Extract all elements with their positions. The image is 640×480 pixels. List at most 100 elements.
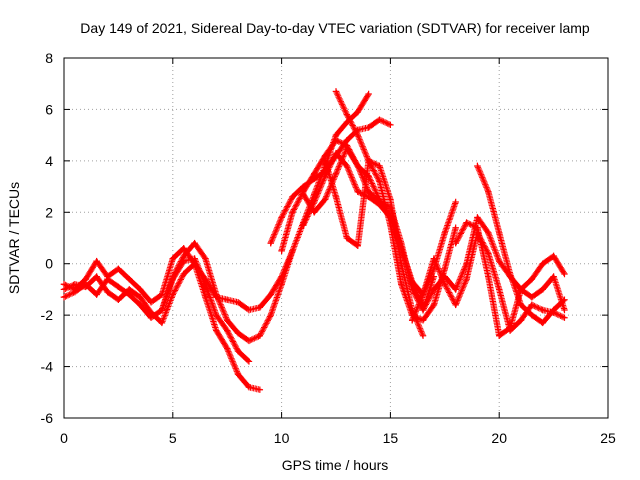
data-point: [104, 288, 111, 296]
data-point: [474, 162, 481, 170]
data-point: [463, 275, 470, 283]
data-point: [71, 288, 79, 296]
data-point: [191, 239, 198, 247]
data-point: [278, 214, 285, 221]
data-point: [485, 188, 492, 195]
data-point: [126, 286, 133, 293]
data-point: [115, 283, 122, 291]
data-point: [224, 296, 231, 303]
data-point: [485, 229, 492, 237]
y-tick-label: -6: [41, 410, 54, 426]
data-point: [561, 314, 568, 321]
data-point: [71, 281, 79, 288]
data-point: [343, 144, 351, 152]
data-point: [234, 329, 242, 337]
data-point: [169, 273, 176, 280]
data-point: [245, 358, 253, 365]
data-point: [354, 242, 361, 249]
data-point: [169, 291, 176, 298]
data-point: [245, 383, 253, 391]
data-point: [234, 347, 242, 355]
data-point: [289, 193, 296, 201]
data-point: [289, 209, 296, 216]
data-point: [408, 278, 416, 285]
data-point: [224, 345, 231, 352]
data-point: [398, 245, 405, 252]
data-point: [180, 252, 187, 260]
data-point: [82, 283, 89, 291]
series-sat-n: [452, 219, 568, 339]
data-point: [93, 273, 100, 280]
data-point: [213, 311, 220, 319]
data-point: [452, 301, 459, 309]
data-point: [289, 247, 296, 255]
data-point: [60, 293, 68, 301]
data-point: [539, 260, 546, 267]
data-point: [332, 137, 340, 144]
data-point: [278, 281, 285, 288]
x-tick-label: 0: [60, 430, 68, 446]
data-point: [517, 317, 525, 324]
data-point: [93, 291, 100, 298]
data-point: [213, 291, 220, 298]
data-point: [256, 304, 264, 311]
data-point: [202, 255, 209, 262]
x-tick-label: 20: [491, 430, 507, 446]
data-point: [528, 293, 536, 301]
data-point: [474, 224, 481, 231]
x-tick-label: 10: [274, 430, 290, 446]
data-point: [376, 116, 383, 123]
data-point: [343, 234, 351, 242]
data-point: [430, 301, 438, 309]
series-sat-l: [419, 214, 568, 314]
data-point: [376, 196, 383, 203]
data-point: [517, 301, 525, 309]
data-point: [224, 317, 231, 324]
data-point: [115, 265, 122, 273]
data-point: [441, 229, 448, 237]
data-point: [452, 198, 459, 206]
data-point: [550, 273, 557, 280]
data-point: [169, 255, 176, 262]
y-tick-labels: -6 -4 -2 0 2 4 6 8: [41, 50, 54, 426]
data-point: [213, 327, 220, 334]
data-point: [136, 301, 144, 309]
data-point: [245, 337, 253, 345]
chart-title: Day 149 of 2021, Sidereal Day-to-day VTE…: [80, 20, 590, 36]
data-point: [311, 209, 318, 216]
data-point: [441, 273, 448, 280]
data-point: [104, 275, 111, 283]
y-tick-label: -4: [41, 359, 54, 375]
x-tick-label: 15: [383, 430, 399, 446]
data-point: [550, 252, 557, 260]
data-point: [474, 214, 481, 221]
data-point: [452, 239, 459, 247]
y-axis-label: SDTVAR / TECUs: [6, 182, 22, 294]
data-point: [441, 281, 448, 288]
data-point: [365, 90, 372, 98]
data-point: [387, 121, 394, 129]
data-point: [376, 178, 383, 185]
data-point: [180, 270, 187, 278]
data-point: [539, 286, 546, 293]
data-point: [321, 157, 329, 165]
axis-ticks: [63, 57, 609, 419]
data-point: [267, 311, 274, 319]
series-sat-k: [408, 229, 568, 334]
data-point: [430, 286, 438, 293]
data-point: [354, 131, 361, 139]
data-point: [561, 270, 568, 278]
data-point: [408, 317, 416, 324]
data-point: [463, 219, 470, 226]
data-point: [354, 108, 361, 116]
data-point: [147, 309, 155, 316]
data-point: [267, 239, 274, 247]
data-point: [332, 170, 340, 177]
data-point: [441, 265, 448, 273]
data-point: [300, 191, 307, 198]
data-point: [224, 327, 231, 334]
data-point: [234, 299, 242, 306]
data-point: [93, 257, 100, 265]
data-point: [387, 196, 394, 203]
